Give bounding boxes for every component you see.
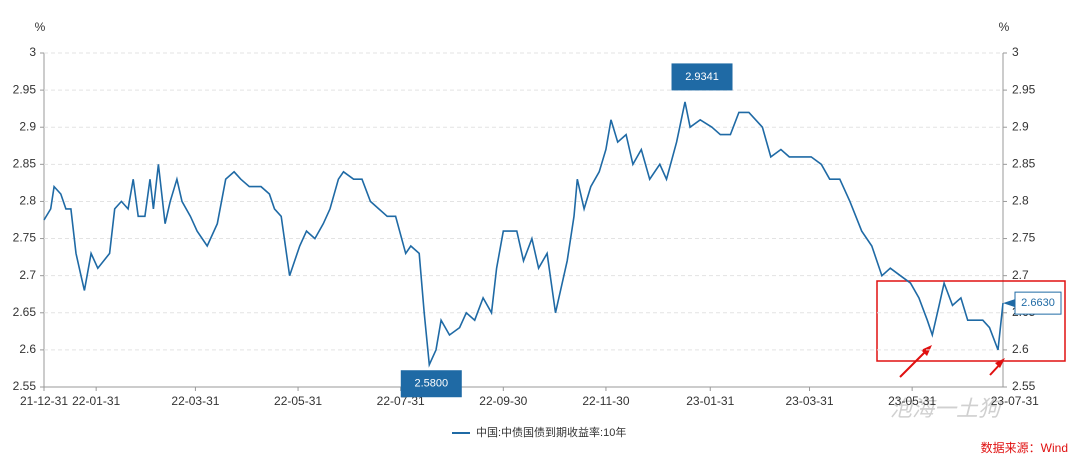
arrow bbox=[899, 348, 929, 378]
y-tick-label: 2.9 bbox=[19, 119, 36, 133]
x-tick-label: 22-09-30 bbox=[479, 394, 527, 408]
y-unit: % bbox=[35, 20, 46, 34]
y-tick-label: 2.85 bbox=[13, 157, 37, 171]
y-tick-label: 3 bbox=[29, 45, 36, 59]
annotation-box bbox=[671, 63, 733, 91]
y2-tick-label: 2.85 bbox=[1012, 157, 1036, 171]
x-tick-label: 22-01-31 bbox=[72, 394, 120, 408]
y2-unit: % bbox=[999, 20, 1010, 34]
y2-tick-label: 2.6 bbox=[1012, 342, 1029, 356]
highlight-box bbox=[876, 280, 1066, 362]
y-tick-label: 2.6 bbox=[19, 342, 36, 356]
y-tick-label: 2.55 bbox=[13, 379, 37, 393]
x-tick-label: 23-03-31 bbox=[785, 394, 833, 408]
arrow-head bbox=[921, 345, 932, 356]
y2-tick-label: 2.55 bbox=[1012, 379, 1036, 393]
x-tick-label: 23-01-31 bbox=[686, 394, 734, 408]
annotation-label: 2.6630 bbox=[1021, 297, 1055, 309]
annotation-box bbox=[400, 370, 462, 398]
y2-tick-label: 2.7 bbox=[1012, 268, 1029, 282]
line bbox=[43, 101, 1004, 368]
arrow-head bbox=[995, 358, 1005, 368]
y2-tick-label: 2.8 bbox=[1012, 194, 1029, 208]
x-tick-label: 23-07-31 bbox=[991, 394, 1039, 408]
annotation-pointer bbox=[1003, 299, 1015, 308]
x-tick-label: 22-11-30 bbox=[582, 394, 629, 408]
source: 数据来源：Wind bbox=[981, 440, 1068, 455]
x-tick-label: 22-05-31 bbox=[274, 394, 322, 408]
x-tick-label: 23-05-31 bbox=[888, 394, 936, 408]
x-tick-label: 22-03-31 bbox=[171, 394, 219, 408]
x-tick-label: 22-07-31 bbox=[377, 394, 425, 408]
y-tick-label: 2.7 bbox=[19, 268, 36, 282]
y-tick-label: 2.75 bbox=[13, 231, 37, 245]
x-tick-label: 21-12-31 bbox=[20, 394, 68, 408]
y-tick-label: 2.8 bbox=[19, 194, 36, 208]
y2-tick-label: 2.95 bbox=[1012, 82, 1036, 96]
legend-label: 中国:中债国债到期收益率:10年 bbox=[476, 425, 626, 439]
annotation-label: 2.5800 bbox=[414, 378, 448, 390]
y-tick-label: 2.65 bbox=[13, 305, 37, 319]
annotation-label: 2.9341 bbox=[685, 71, 719, 83]
y2-tick-label: 2.75 bbox=[1012, 231, 1036, 245]
y-tick-label: 2.95 bbox=[13, 82, 37, 96]
y2-tick-label: 3 bbox=[1012, 45, 1019, 59]
y2-tick-label: 2.9 bbox=[1012, 119, 1029, 133]
watermark: 泡海一土狗 bbox=[890, 396, 1003, 421]
